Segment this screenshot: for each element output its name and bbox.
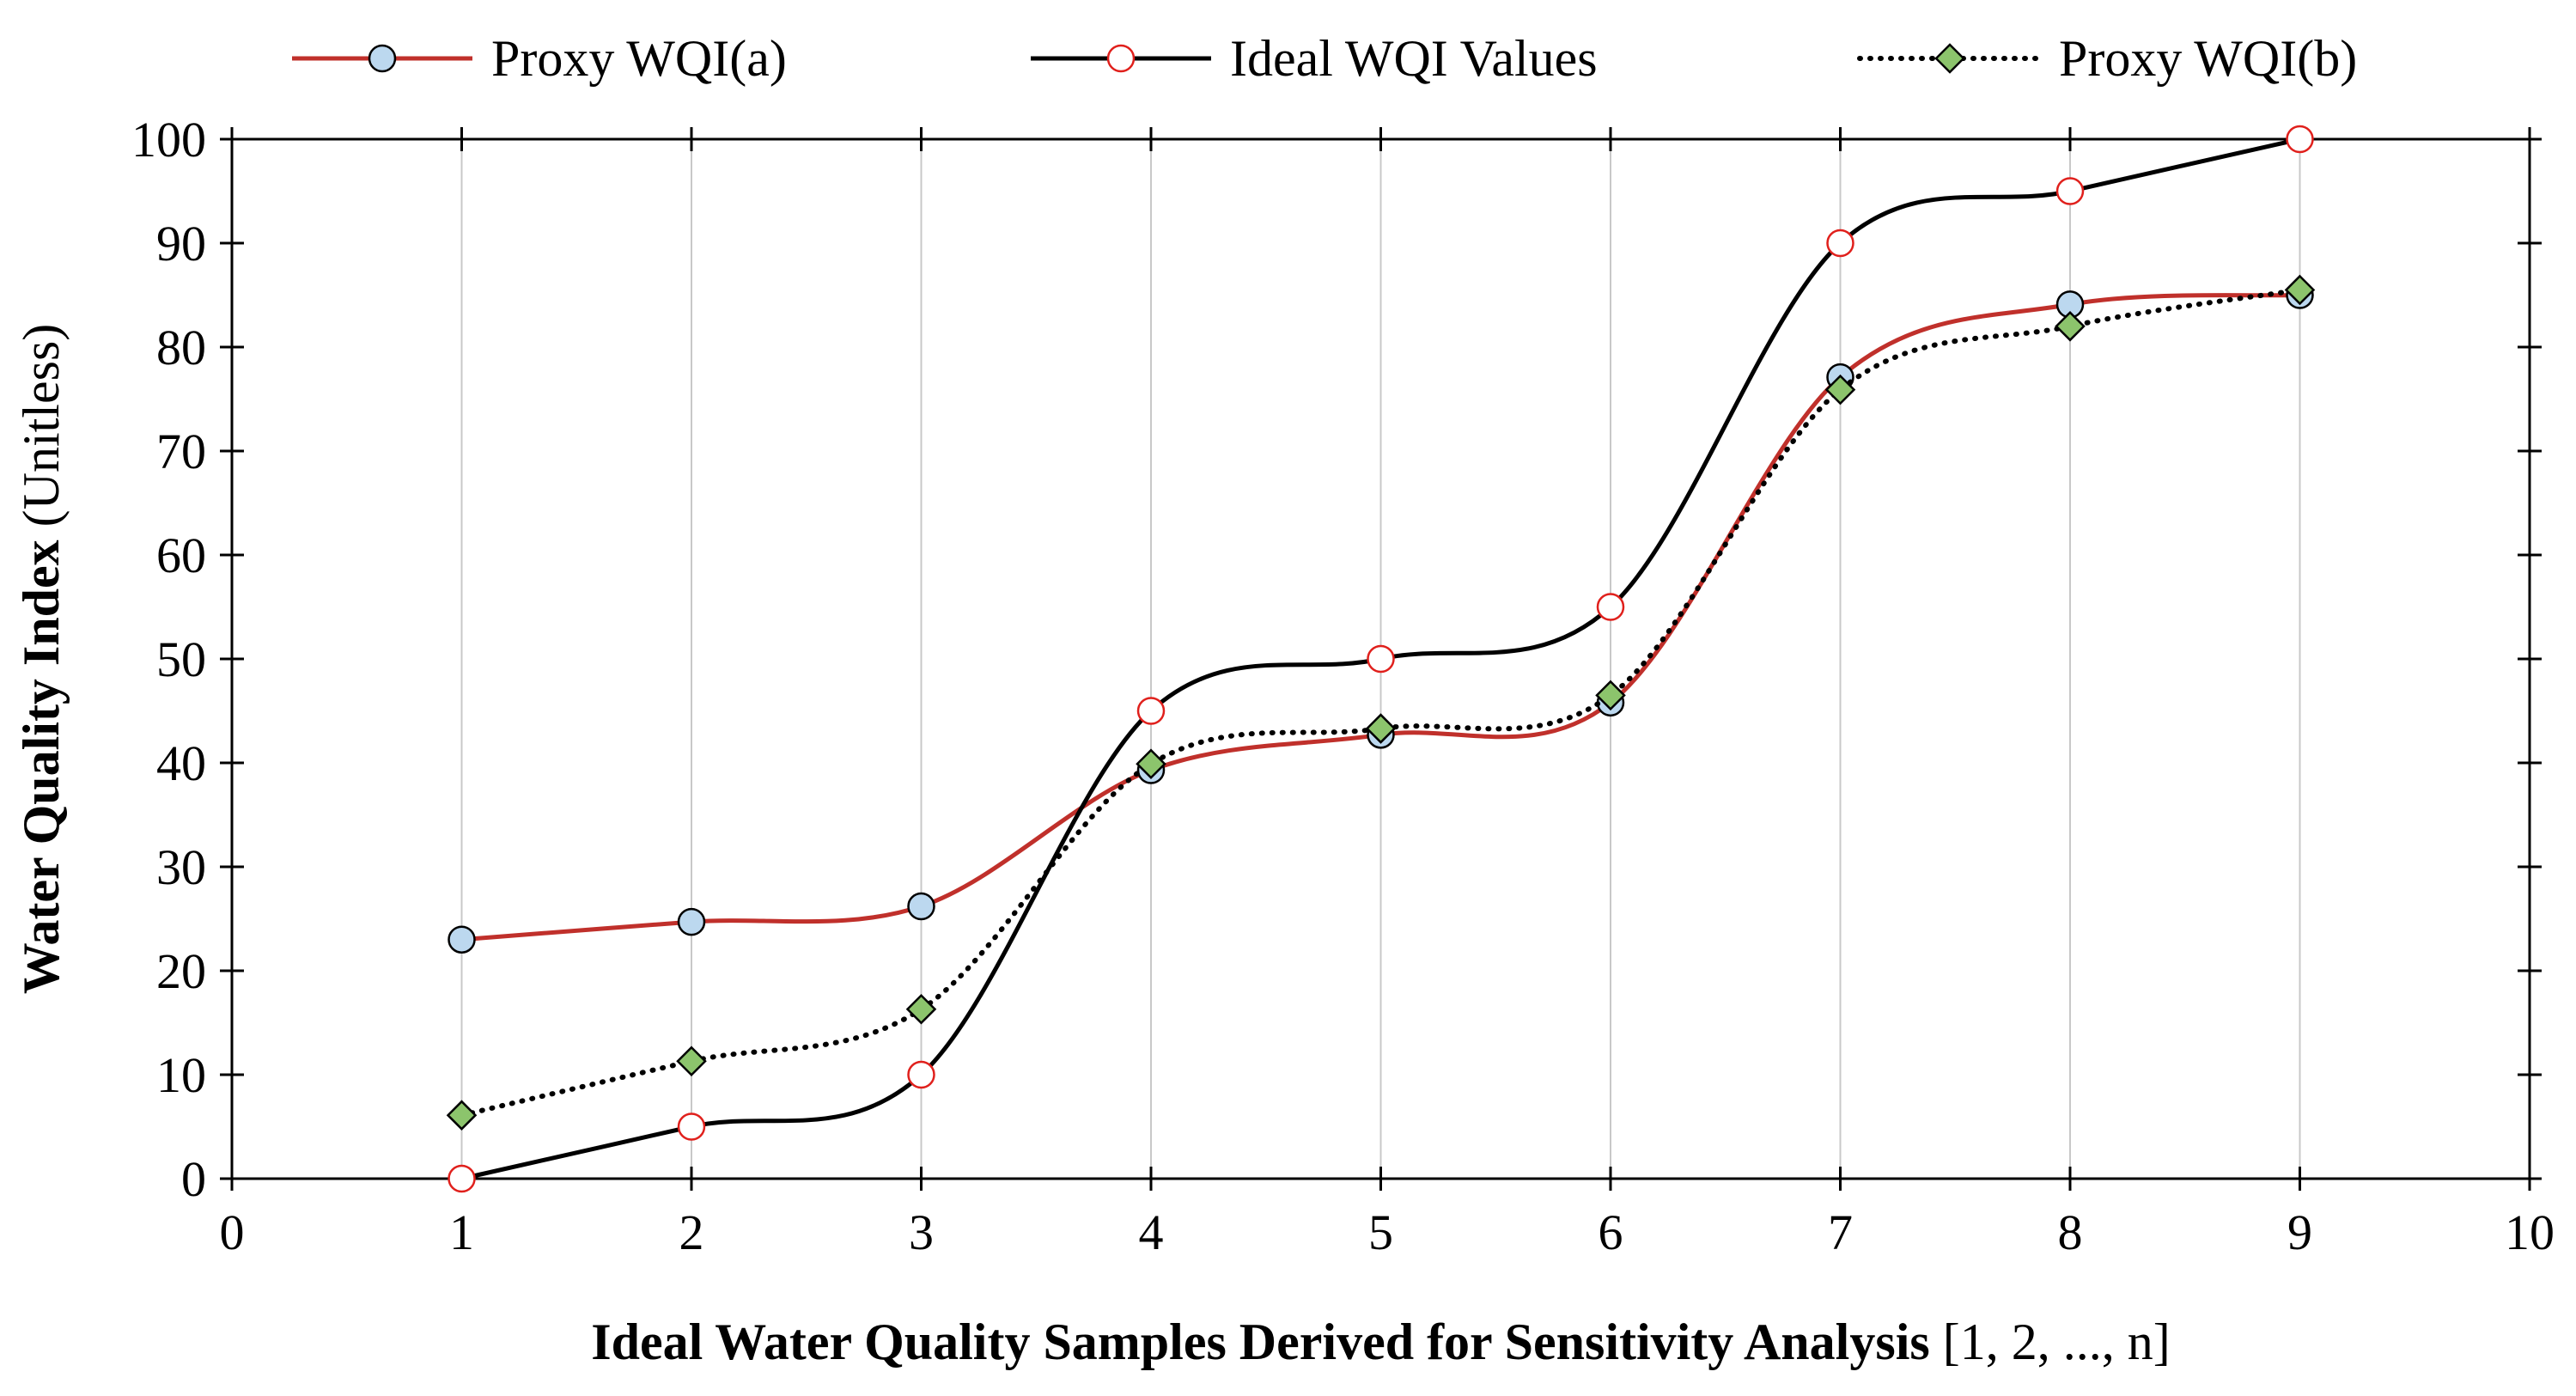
legend-marker-2 [1934, 43, 1965, 74]
x-tick-label-4: 4 [1139, 1204, 1164, 1260]
y-tick-label-10: 10 [156, 1047, 206, 1103]
y-tick-label-90: 90 [156, 216, 206, 271]
y-axis-title-bold: Water Quality Index [13, 540, 70, 994]
x-tick-label-3: 3 [909, 1204, 934, 1260]
x-tick-label-8: 8 [2058, 1204, 2083, 1260]
legend: Proxy WQI(a) Ideal WQI Values Proxy WQI(b) [292, 30, 2357, 87]
series-1-point-7 [1826, 229, 1854, 258]
x-tick-label-1: 1 [449, 1204, 474, 1260]
series-2-point-5 [1365, 713, 1397, 744]
x-tick-label-6: 6 [1599, 1204, 1623, 1260]
y-axis-title: Water Quality Index (Unitless) [13, 324, 70, 995]
x-tick-label-10: 10 [2505, 1204, 2555, 1260]
legend-label-1: Ideal WQI Values [1230, 30, 1598, 87]
series-2-point-8 [2055, 311, 2086, 342]
series-1-point-5 [1367, 644, 1395, 674]
x-tick-label-2: 2 [679, 1204, 704, 1260]
series-0-point-1 [448, 925, 476, 954]
x-axis-title-bold: Ideal Water Quality Samples Derived for … [591, 1314, 1929, 1370]
y-tick-label-70: 70 [156, 424, 206, 479]
y-tick-label-80: 80 [156, 320, 206, 375]
series-1-point-6 [1596, 593, 1625, 621]
series-1-point-3 [907, 1060, 935, 1089]
series-2 [446, 274, 2316, 1131]
x-tick-label-7: 7 [1828, 1204, 1853, 1260]
y-tick-label-20: 20 [156, 943, 206, 999]
series-2-point-2 [676, 1045, 707, 1077]
series-line-0 [460, 293, 2302, 942]
series-0-point-3 [907, 892, 935, 921]
y-axis-title-rest: (Unitless) [13, 324, 70, 540]
series [446, 125, 2316, 1193]
series-1 [448, 125, 2314, 1193]
series-1-point-8 [2055, 177, 2085, 205]
legend-label-2: Proxy WQI(b) [2059, 30, 2357, 87]
legend-marker-0 [368, 44, 397, 73]
x-axis-title: Ideal Water Quality Samples Derived for … [591, 1314, 2170, 1370]
y-tick-label-50: 50 [156, 631, 206, 687]
series-1-point-9 [2286, 125, 2314, 154]
series-1-point-1 [448, 1164, 476, 1193]
legend-marker-1 [1106, 44, 1136, 73]
series-2-point-3 [905, 994, 937, 1025]
series-0-point-2 [677, 907, 706, 936]
y-tick-label-40: 40 [156, 735, 206, 791]
series-2-point-6 [1595, 680, 1626, 711]
y-tick-label-0: 0 [181, 1151, 206, 1207]
legend-label-0: Proxy WQI(a) [491, 30, 787, 87]
x-tick-label-9: 9 [2287, 1204, 2312, 1260]
y-tick-label-30: 30 [156, 839, 206, 895]
series-1-point-4 [1136, 697, 1166, 725]
series-1-point-2 [677, 1113, 706, 1141]
y-tick-label-100: 100 [131, 112, 206, 168]
series-2-point-1 [446, 1100, 478, 1131]
series-2-point-9 [2284, 274, 2316, 306]
y-tick-label-60: 60 [156, 527, 206, 583]
series-2-point-4 [1136, 748, 1166, 779]
x-tick-label-5: 5 [1368, 1204, 1393, 1260]
x-tick-label-0: 0 [220, 1204, 245, 1260]
series-2-point-7 [1824, 374, 1856, 405]
x-axis-title-rest: [1, 2, ..., n] [1930, 1314, 2171, 1370]
